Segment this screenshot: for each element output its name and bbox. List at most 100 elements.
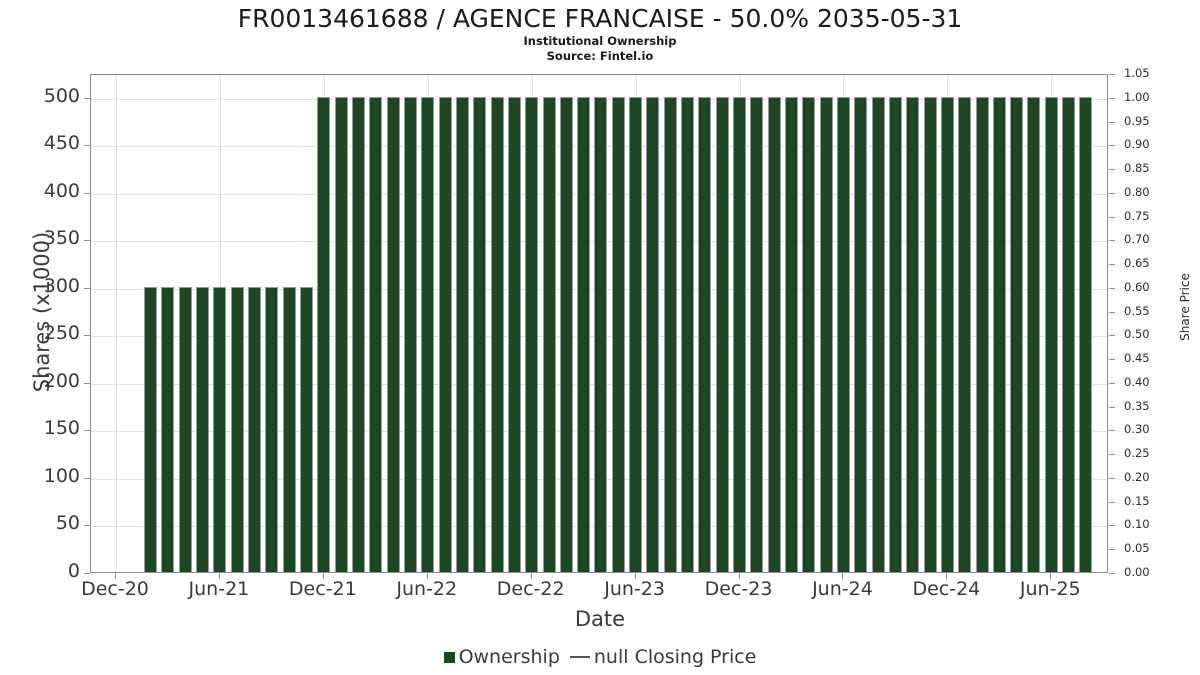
bar[interactable] bbox=[888, 96, 902, 572]
bar[interactable] bbox=[351, 96, 365, 572]
legend-item-ownership[interactable]: Ownership bbox=[443, 646, 560, 668]
bar[interactable] bbox=[577, 96, 591, 572]
bar[interactable] bbox=[300, 286, 314, 572]
bar[interactable] bbox=[629, 96, 643, 572]
bar[interactable] bbox=[473, 96, 487, 572]
bar[interactable] bbox=[421, 96, 435, 572]
bar[interactable] bbox=[854, 96, 868, 572]
bar[interactable] bbox=[403, 96, 417, 572]
y-axis-left-tick-label: 150 bbox=[43, 417, 80, 440]
y-axis-left-tickmark bbox=[84, 430, 90, 432]
y-axis-right-tick-label: 0.45 bbox=[1124, 351, 1150, 366]
bar[interactable] bbox=[681, 96, 695, 572]
x-axis-tick-label: Jun-24 bbox=[812, 578, 873, 600]
bar[interactable] bbox=[958, 96, 972, 572]
x-axis-tick-label: Jun-23 bbox=[604, 578, 665, 600]
bar[interactable] bbox=[992, 96, 1006, 572]
bar[interactable] bbox=[282, 286, 296, 572]
bar[interactable] bbox=[490, 96, 504, 572]
bar[interactable] bbox=[213, 286, 227, 572]
x-axis-tickmark bbox=[634, 573, 636, 579]
x-axis-tick-label: Dec-20 bbox=[81, 578, 149, 600]
bar[interactable] bbox=[715, 96, 729, 572]
bar[interactable] bbox=[248, 286, 262, 572]
y-axis-right-tickmark bbox=[1109, 287, 1115, 289]
y-axis-right-tickmark bbox=[1109, 74, 1115, 75]
bar[interactable] bbox=[334, 96, 348, 572]
y-axis-left-tickmark bbox=[84, 240, 90, 242]
y-axis-right-tick-label: 0.65 bbox=[1124, 256, 1150, 271]
bar[interactable] bbox=[196, 286, 210, 572]
bar[interactable] bbox=[923, 96, 937, 572]
y-axis-left-tick-label: 450 bbox=[43, 132, 80, 155]
bar[interactable] bbox=[386, 96, 400, 572]
legend-line-icon bbox=[569, 656, 590, 658]
bar[interactable] bbox=[836, 96, 850, 572]
bar[interactable] bbox=[178, 286, 192, 572]
bar[interactable] bbox=[750, 96, 764, 572]
bar[interactable] bbox=[871, 96, 885, 572]
y-axis-left-tick-label: 100 bbox=[43, 464, 80, 487]
bar[interactable] bbox=[975, 96, 989, 572]
bar[interactable] bbox=[230, 286, 244, 572]
y-axis-left-tick-label: 0 bbox=[67, 560, 80, 582]
bar[interactable] bbox=[317, 96, 331, 572]
y-axis-right-tick-label: 1.00 bbox=[1124, 89, 1150, 104]
legend-square-icon bbox=[443, 651, 455, 663]
bar[interactable] bbox=[455, 96, 469, 572]
bar[interactable] bbox=[940, 96, 954, 572]
y-axis-right-tickmark bbox=[1109, 573, 1115, 574]
y-axis-right-tick-label: 0.30 bbox=[1124, 422, 1150, 437]
y-axis-right-tickmark bbox=[1109, 240, 1115, 242]
x-axis-tick-label: Dec-21 bbox=[288, 578, 357, 600]
x-axis-tickmark bbox=[1050, 573, 1052, 579]
bar[interactable] bbox=[802, 96, 816, 572]
bar[interactable] bbox=[1062, 96, 1076, 572]
bar[interactable] bbox=[733, 96, 747, 572]
bar[interactable] bbox=[663, 96, 677, 572]
gridline-vertical bbox=[116, 75, 117, 572]
bar[interactable] bbox=[559, 96, 573, 572]
y-axis-left-title: Shares (x1000) bbox=[30, 231, 54, 393]
bar[interactable] bbox=[784, 96, 798, 572]
y-axis-right-tickmark bbox=[1109, 454, 1115, 456]
bar[interactable] bbox=[507, 96, 521, 572]
bar[interactable] bbox=[542, 96, 556, 572]
x-axis-tick-label: Dec-22 bbox=[496, 578, 565, 600]
bar[interactable] bbox=[1044, 96, 1058, 572]
y-axis-left-tickmark bbox=[84, 145, 90, 147]
bar[interactable] bbox=[698, 96, 712, 572]
legend-item-closing-price[interactable]: null Closing Price bbox=[560, 646, 756, 668]
x-axis-tick-label: Dec-23 bbox=[704, 578, 773, 600]
y-axis-right-tickmark bbox=[1109, 382, 1115, 384]
bar[interactable] bbox=[819, 96, 833, 572]
x-axis-tickmark bbox=[946, 573, 948, 579]
bar[interactable] bbox=[906, 96, 920, 572]
bar[interactable] bbox=[1027, 96, 1041, 572]
bar[interactable] bbox=[1079, 96, 1093, 572]
bar[interactable] bbox=[369, 96, 383, 572]
y-axis-right-tickmark bbox=[1109, 525, 1115, 527]
bar[interactable] bbox=[611, 96, 625, 572]
chart-legend: Ownership null Closing Price bbox=[0, 646, 1200, 668]
bar[interactable] bbox=[594, 96, 608, 572]
bar[interactable] bbox=[265, 286, 279, 572]
bar[interactable] bbox=[438, 96, 452, 572]
bar[interactable] bbox=[1010, 96, 1024, 572]
y-axis-left-tickmark bbox=[84, 287, 90, 289]
y-axis-right-tick-label: 0.75 bbox=[1124, 208, 1150, 223]
x-axis-tickmark bbox=[218, 573, 220, 579]
bar[interactable] bbox=[525, 96, 539, 572]
bar[interactable] bbox=[161, 286, 175, 572]
x-axis-tickmark bbox=[426, 573, 428, 579]
y-axis-right-tick-label: 0.50 bbox=[1124, 327, 1150, 342]
plot-area bbox=[90, 74, 1108, 573]
y-axis-right-tick-label: 0.80 bbox=[1124, 184, 1150, 199]
y-axis-right-tickmark bbox=[1109, 216, 1115, 218]
y-axis-right-tick-label: 0.10 bbox=[1124, 517, 1150, 532]
bar[interactable] bbox=[646, 96, 660, 572]
bar[interactable] bbox=[767, 96, 781, 572]
bar[interactable] bbox=[144, 286, 158, 572]
x-axis-tick-label: Jun-22 bbox=[396, 578, 458, 600]
y-axis-right-tickmark bbox=[1109, 264, 1115, 266]
